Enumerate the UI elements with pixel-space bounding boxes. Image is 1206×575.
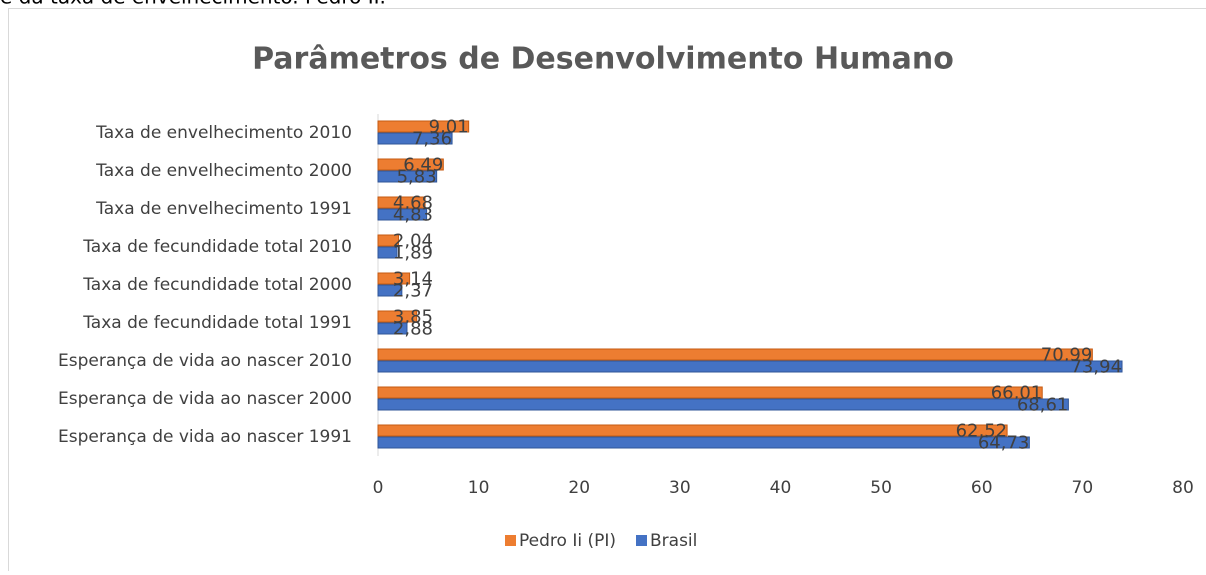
y-tick-label: Taxa de fecundidade total 2010 — [82, 237, 352, 257]
y-tick-label: Taxa de envelhecimento 1991 — [95, 199, 352, 219]
legend-label: Brasil — [650, 531, 697, 551]
data-label: 7,36 — [412, 129, 452, 150]
x-tick-label: 80 — [1172, 478, 1194, 498]
data-label: 68,61 — [1017, 395, 1069, 416]
x-tick-label: 30 — [669, 478, 691, 498]
data-label: 1,89 — [393, 243, 433, 264]
x-tick-label: 0 — [373, 478, 384, 498]
bar — [378, 399, 1068, 410]
y-tick-label: Taxa de envelhecimento 2000 — [95, 161, 352, 181]
x-tick-label: 50 — [870, 478, 892, 498]
x-tick-label: 60 — [971, 478, 993, 498]
data-label: 2,37 — [393, 281, 433, 302]
bar — [378, 349, 1092, 360]
legend-swatch — [636, 535, 647, 546]
legend-label: Pedro Ii (PI) — [519, 531, 616, 551]
y-tick-label: Taxa de fecundidade total 1991 — [82, 313, 352, 333]
data-label: 2,88 — [393, 319, 433, 340]
bar — [378, 387, 1042, 398]
x-tick-label: 10 — [468, 478, 490, 498]
x-tick-label: 20 — [568, 478, 590, 498]
bar — [378, 437, 1029, 448]
x-tick-label: 40 — [770, 478, 792, 498]
chart-title: Parâmetros de Desenvolvimento Humano — [252, 42, 954, 77]
y-tick-label: Taxa de fecundidade total 2000 — [82, 275, 352, 295]
y-tick-label: Esperança de vida ao nascer 2010 — [58, 351, 352, 371]
data-label: 5,83 — [397, 167, 437, 188]
data-label: 73,94 — [1070, 357, 1122, 378]
bar — [378, 425, 1007, 436]
data-label: 4,83 — [393, 205, 433, 226]
x-tick-label: 70 — [1072, 478, 1094, 498]
page-text: e da taxa de envelhecimento. Pedro II. — [0, 0, 386, 9]
y-tick-label: Taxa de envelhecimento 2010 — [95, 123, 352, 143]
data-label: 64,73 — [978, 433, 1030, 454]
y-tick-label: Esperança de vida ao nascer 2000 — [58, 389, 352, 409]
bar — [378, 361, 1122, 372]
y-tick-label: Esperança de vida ao nascer 1991 — [58, 427, 352, 447]
legend-swatch — [505, 535, 516, 546]
